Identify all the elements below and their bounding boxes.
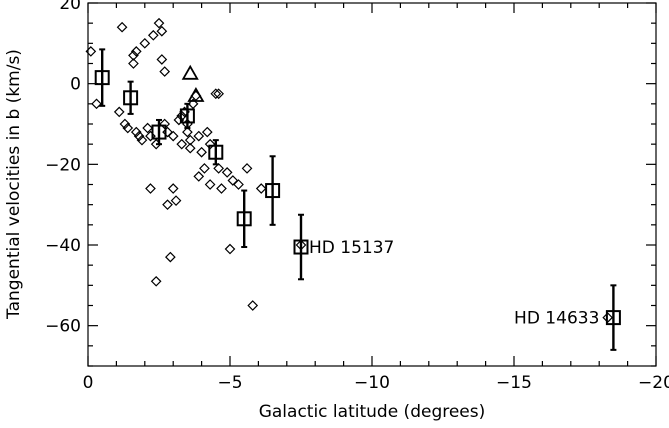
- diamond-point: [170, 195, 182, 206]
- diamond-point: [227, 175, 239, 186]
- diamond-point: [221, 167, 233, 178]
- square-point: [179, 108, 195, 124]
- diamond-point: [165, 251, 176, 263]
- diamond-point: [233, 179, 244, 190]
- square-point: [605, 310, 621, 326]
- diamond-point: [145, 183, 156, 194]
- square-point: [94, 70, 110, 86]
- square-point: [151, 124, 167, 140]
- diamond-point: [128, 50, 139, 61]
- diamond-point: [196, 146, 207, 158]
- data-marks: [85, 17, 621, 351]
- x-tick-label: −5: [217, 373, 242, 393]
- diamond-point: [210, 88, 222, 100]
- diamond-point: [167, 183, 179, 194]
- x-tick-label: 0: [83, 373, 94, 393]
- diamond-point: [150, 275, 162, 287]
- square-point: [265, 183, 281, 199]
- diamond-point: [130, 46, 142, 57]
- x-tick-label: −20: [638, 373, 669, 393]
- diamond-point: [147, 29, 159, 41]
- diamond-point: [119, 118, 131, 130]
- axis-ticks: [87, 2, 657, 367]
- diamond-point: [113, 106, 125, 118]
- diamond-point: [184, 142, 196, 154]
- diamond-point: [156, 54, 168, 65]
- y-tick-label: 20: [59, 0, 81, 14]
- square-point: [236, 211, 252, 227]
- y-tick-label: 0: [70, 75, 81, 95]
- diamond-point: [142, 122, 153, 134]
- square-point: [208, 144, 224, 160]
- diamond-point: [136, 134, 148, 146]
- diamond-point: [193, 130, 205, 142]
- diamond-point: [213, 163, 224, 174]
- diamond-point: [184, 134, 196, 146]
- triangle-point: [187, 86, 205, 102]
- diamond-point: [167, 130, 179, 142]
- diamond-point: [156, 25, 168, 37]
- diamond-point: [128, 58, 139, 69]
- diamond-point: [182, 126, 193, 138]
- diamond-point: [91, 98, 102, 110]
- diamond-point: [204, 179, 216, 190]
- y-tick-label: −20: [45, 155, 81, 175]
- y-tick-label: −60: [45, 317, 81, 337]
- diamond-point: [216, 183, 227, 194]
- diamond-point: [201, 126, 213, 138]
- tick-labels: 0 −5 −10 −15 −20 −60 −40 −20 0 20 HD 15137 HD 14633: [45, 0, 669, 393]
- y-tick-label: −40: [45, 236, 81, 256]
- x-tick-label: −15: [496, 373, 532, 393]
- diamond-point: [224, 243, 236, 255]
- diamond-point: [159, 66, 171, 77]
- diamond-point: [241, 163, 253, 174]
- triangle-point: [181, 64, 199, 80]
- diamond-point: [85, 46, 97, 57]
- x-tick-label: −10: [354, 373, 390, 393]
- point-annotation: HD 15137: [309, 238, 394, 258]
- point-annotation: HD 14633: [514, 309, 599, 329]
- diamond-point: [176, 138, 188, 150]
- square-point: [293, 239, 309, 255]
- diamond-point: [255, 183, 267, 194]
- diamond-point: [199, 163, 210, 174]
- diamond-point: [139, 37, 151, 49]
- diamond-point: [213, 88, 224, 100]
- square-point: [123, 90, 139, 106]
- y-axis-label: Tangential velocities in b (km/s): [4, 49, 24, 320]
- diamond-point: [133, 130, 145, 142]
- diamond-point: [187, 98, 199, 110]
- x-axis-label: Galactic latitude (degrees): [259, 402, 486, 422]
- diamond-point: [247, 300, 259, 311]
- diamond-point: [130, 126, 142, 138]
- diamond-point: [162, 199, 173, 211]
- diamond-point: [153, 17, 165, 29]
- diamond-point: [116, 21, 128, 33]
- diamond-point: [122, 122, 134, 134]
- diamond-point: [193, 171, 205, 182]
